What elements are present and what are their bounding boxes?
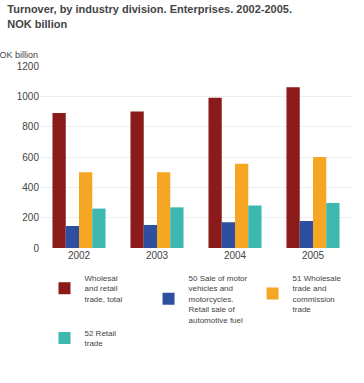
svg-text:2003: 2003 xyxy=(146,250,169,261)
svg-text:800: 800 xyxy=(22,121,39,132)
svg-text:2005: 2005 xyxy=(302,250,325,261)
svg-text:0: 0 xyxy=(33,243,39,254)
svg-text:Turnover, by industry division: Turnover, by industry division. Enterpri… xyxy=(7,3,292,29)
svg-text:2004: 2004 xyxy=(224,250,247,261)
svg-text:50 Sale of motorvehicles andmo: 50 Sale of motorvehicles andmotorcycles.… xyxy=(189,274,248,325)
svg-text:200: 200 xyxy=(22,212,39,223)
svg-text:51 Wholesaletrade andcommissio: 51 Wholesaletrade andcommissiontrade xyxy=(293,274,342,314)
svg-text:NOK billion: NOK billion xyxy=(0,50,38,60)
svg-text:Wholesaland retailtrade, total: Wholesaland retailtrade, total xyxy=(85,274,123,304)
svg-text:1000: 1000 xyxy=(17,91,40,102)
svg-text:400: 400 xyxy=(22,182,39,193)
svg-text:1200: 1200 xyxy=(17,61,40,72)
svg-text:2002: 2002 xyxy=(68,250,91,261)
svg-text:600: 600 xyxy=(22,152,39,163)
svg-text:52 Retailtrade: 52 Retailtrade xyxy=(85,329,117,348)
